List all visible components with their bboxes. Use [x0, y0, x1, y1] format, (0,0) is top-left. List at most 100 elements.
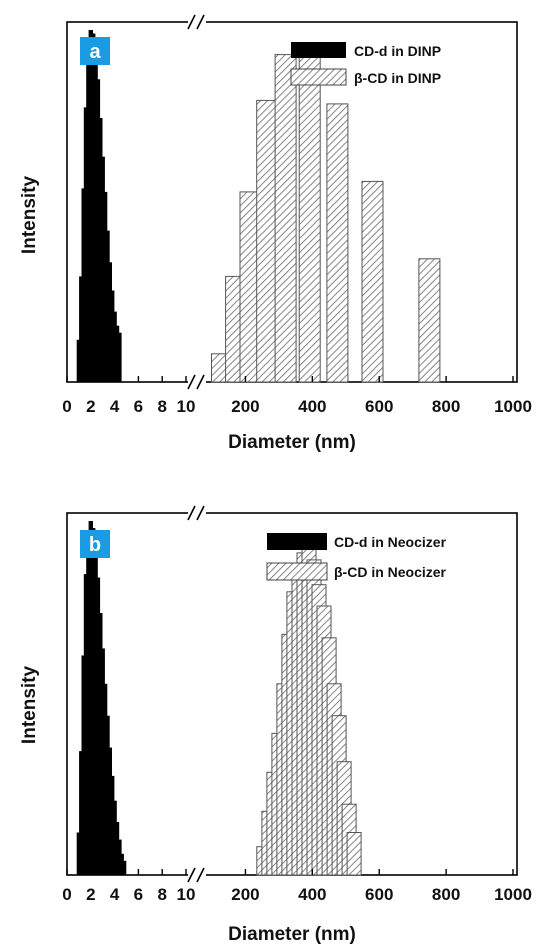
bar-series-1-6	[91, 528, 96, 875]
legend-swatch-series-2	[290, 68, 347, 86]
x-axis-label: Diameter (nm)	[228, 432, 356, 453]
axis-break-gap-bottom	[188, 374, 206, 390]
x-tick-label: 4	[110, 397, 120, 416]
legend-swatch-series-2	[266, 562, 328, 581]
x-tick-label: 1000	[494, 885, 532, 904]
bar-series-1-9	[98, 613, 103, 875]
x-tick-label: 6	[134, 397, 143, 416]
bar-series-2-5	[298, 54, 321, 383]
x-tick-label: 10	[177, 397, 196, 416]
x-ticks: 0 2 4 6 8 10 200 400 600 800 1000	[62, 869, 532, 904]
x-tick-label: 400	[298, 397, 326, 416]
bar-series-1-10	[100, 648, 105, 875]
x-ticks: 0 2 4 6 8 10 200 400 600 800 1000	[62, 376, 532, 416]
chart-panel-b: 0 2 4 6 8 10 200 400 600 800 1000 b CD-d in Neociz…	[19, 505, 532, 945]
bar-series-1-12	[105, 715, 110, 875]
legend-swatch-series-1	[291, 42, 346, 58]
legend-swatch-series-1	[267, 533, 327, 550]
bar-series-1-1	[79, 276, 84, 382]
axis-break-gap-top	[188, 505, 206, 521]
bar-series-1-17	[117, 332, 122, 382]
panel-badge-box	[80, 37, 110, 65]
x-tick-label: 600	[365, 397, 393, 416]
x-tick-label: 4	[110, 885, 120, 904]
y-axis-label: Intensity	[19, 176, 40, 255]
bar-series-1-8	[95, 577, 101, 875]
legend: CD-d in Neocizer β-CD in Neocizer	[266, 533, 447, 581]
bar-series-1-9	[98, 118, 103, 382]
bar-series-1-4	[86, 54, 91, 382]
bar-series-1-3	[83, 107, 89, 383]
legend-label-series-1: CD-d in DINP	[354, 43, 441, 59]
x-tick-label: 0	[62, 885, 71, 904]
bar-series-1-2	[81, 188, 86, 382]
bar-series-1-10	[100, 156, 105, 382]
x-tick-label: 8	[157, 885, 166, 904]
panel-badge: b	[80, 530, 110, 558]
bar-series-1-5	[88, 30, 93, 382]
bar-series-2-6	[326, 103, 349, 383]
legend-label-series-2: β-CD in DINP	[354, 70, 441, 86]
panel-badge-label: a	[89, 41, 101, 63]
x-tick-label: 1000	[494, 397, 532, 416]
bar-series-1-15	[112, 800, 117, 875]
axis-break-marks-top	[187, 14, 205, 30]
bar-series-2-4	[274, 54, 297, 383]
bar-series-1-3	[83, 574, 89, 875]
legend-label-series-2: β-CD in Neocizer	[334, 564, 447, 580]
x-tick-label: 800	[432, 397, 460, 416]
panel-badge-box	[80, 530, 110, 558]
legend: CD-d in DINP β-CD in DINP	[290, 42, 441, 86]
bar-series-1-2	[81, 655, 86, 875]
bar-series-1-11	[102, 191, 108, 382]
x-tick-label: 2	[86, 397, 95, 416]
y-axis-label: Intensity	[19, 666, 40, 745]
bar-series-1-12	[105, 230, 110, 382]
bar-series-1-4	[86, 531, 91, 875]
bar-series-2-8	[418, 258, 441, 383]
panel-badge-label: b	[89, 534, 101, 556]
chart-panel-a: 0 2 4 6 8 10 200 400 600 800 1000 a CD-d in DINP β…	[19, 14, 532, 453]
bar-series-1-11	[102, 683, 108, 875]
bar-series-1-14	[110, 775, 115, 875]
bar-series-1-16	[114, 325, 120, 382]
bar-series-1-6	[91, 33, 96, 382]
bar-series-1-14	[110, 290, 115, 382]
bar-series-1-7	[93, 51, 98, 382]
bar-series-1-13	[107, 262, 112, 382]
bar-series-1-18	[119, 853, 124, 875]
bars-layer	[76, 30, 441, 383]
axis-break-marks-bottom	[187, 374, 205, 390]
bar-series-1-16	[114, 821, 120, 875]
bars-layer	[76, 521, 362, 876]
bar-series-1-17	[117, 839, 122, 875]
bar-series-1-8	[95, 79, 101, 383]
x-tick-label: 0	[62, 397, 71, 416]
panel-badge: a	[80, 37, 110, 65]
bar-series-1-13	[107, 747, 112, 875]
bar-series-2-3	[256, 99, 279, 383]
x-tick-label: 200	[231, 397, 259, 416]
axis-break-marks-bottom	[187, 867, 205, 883]
x-tick-label: 10	[177, 885, 196, 904]
x-tick-label: 400	[298, 885, 326, 904]
bar-series-2-18	[346, 832, 362, 876]
axis-break-gap-top	[188, 14, 206, 30]
x-tick-label: 8	[157, 397, 166, 416]
x-tick-label: 600	[365, 885, 393, 904]
axis-break-marks-top	[187, 505, 205, 521]
bar-series-1-5	[88, 521, 93, 875]
x-axis-label: Diameter (nm)	[228, 924, 356, 945]
x-tick-label: 200	[231, 885, 259, 904]
bar-series-1-7	[93, 549, 98, 875]
bar-series-1-0	[76, 832, 82, 875]
bar-series-1-15	[112, 311, 117, 382]
x-tick-label: 2	[86, 885, 95, 904]
axis-break-gap-bottom	[188, 867, 206, 883]
bar-series-1-1	[79, 751, 84, 875]
legend-label-series-1: CD-d in Neocizer	[334, 534, 447, 550]
bar-series-1-0	[76, 339, 82, 382]
bar-series-2-7	[361, 180, 384, 383]
x-tick-label: 800	[432, 885, 460, 904]
